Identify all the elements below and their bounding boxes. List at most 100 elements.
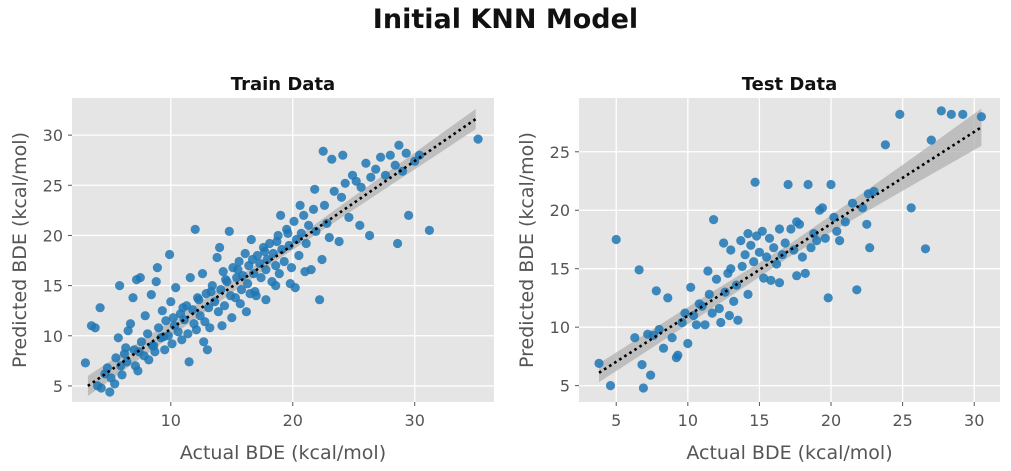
train-point (243, 279, 253, 289)
test-point (826, 179, 836, 190)
train-point (184, 357, 194, 367)
test-point (820, 233, 830, 243)
test-point (709, 215, 719, 225)
test-point (726, 264, 736, 274)
test-point (835, 236, 845, 246)
train-point (308, 204, 319, 214)
test-point (689, 310, 699, 321)
test-xtick-label: 20 (821, 411, 841, 430)
test-point (764, 233, 775, 243)
train-point (236, 285, 247, 295)
train-point (193, 293, 203, 303)
train-ytick-label: 30 (43, 126, 63, 145)
test-point (743, 229, 753, 239)
train-point (233, 265, 243, 275)
train-point (380, 170, 391, 180)
test-point (852, 285, 862, 295)
train-xtick-label: 30 (405, 411, 425, 430)
train-point (204, 303, 214, 313)
train-points (80, 134, 483, 397)
train-point (173, 327, 183, 337)
test-point (704, 289, 714, 299)
train-point (334, 236, 344, 247)
test-point (946, 109, 956, 119)
train-point (111, 353, 121, 363)
train-point (300, 267, 310, 277)
train-point (415, 150, 425, 160)
train-point (90, 323, 100, 333)
train-point (216, 285, 226, 295)
train-point (366, 172, 376, 182)
test-point (792, 271, 802, 281)
test-xtick-label: 15 (749, 411, 769, 430)
test-point (797, 252, 808, 262)
train-xlabel: Actual BDE (kcal/mol) (180, 442, 386, 464)
train-point (168, 313, 178, 323)
test-point (716, 317, 726, 328)
train-point (115, 281, 125, 291)
train-point (473, 134, 483, 144)
test-point (737, 261, 747, 271)
train-point (262, 254, 272, 265)
train-point (317, 254, 327, 265)
train-point (365, 230, 375, 241)
test-point (762, 252, 772, 262)
test-xtick-label: 30 (964, 411, 984, 430)
train-point (221, 275, 231, 285)
train-ytick-label: 5 (53, 377, 63, 396)
test-ytick-label: 20 (550, 201, 570, 220)
test-point (638, 383, 649, 393)
test-point (719, 238, 729, 248)
train-point (234, 256, 244, 267)
test-point (714, 303, 724, 314)
train-point (322, 218, 332, 228)
train-point (246, 234, 256, 245)
train-point (311, 226, 321, 236)
test-point (757, 226, 767, 236)
test-point (605, 381, 616, 391)
test-point (759, 273, 769, 283)
test-point (634, 265, 644, 275)
train-point (277, 244, 287, 255)
test-point (754, 247, 765, 257)
test-ytick-label: 25 (550, 143, 570, 162)
train-point (215, 242, 225, 253)
train-point (251, 291, 261, 301)
train-point (205, 323, 215, 333)
test-point (594, 358, 604, 368)
test-point (677, 317, 687, 328)
train-point (152, 263, 162, 273)
test-ytick-label: 5 (560, 377, 570, 396)
train-point (197, 269, 208, 279)
test-point (646, 370, 656, 380)
train-point (394, 140, 404, 150)
train-point (295, 200, 305, 210)
test-ytick-label: 10 (550, 318, 570, 337)
train-point (166, 297, 176, 307)
train-point (210, 297, 220, 307)
train-xtick-label: 20 (283, 411, 303, 430)
train-point (240, 248, 250, 259)
train-regression-line (87, 117, 477, 388)
train-point (265, 238, 275, 249)
test-point (895, 109, 905, 119)
train-point (271, 261, 281, 271)
train-point (355, 220, 365, 230)
train-ylabel: Predicted BDE (kcal/mol) (9, 132, 31, 368)
train-point (213, 307, 223, 317)
test-point (686, 282, 696, 292)
train-point (219, 301, 230, 311)
train-point (157, 306, 167, 316)
test-point (806, 243, 816, 253)
train-point (161, 316, 171, 326)
train-point (190, 224, 200, 234)
train-point (390, 160, 400, 170)
train-ytick-label: 10 (43, 327, 63, 346)
test-point (772, 259, 782, 269)
train-point (217, 321, 227, 331)
train-point (96, 383, 106, 393)
train-point (296, 228, 306, 238)
train-point (160, 345, 170, 355)
